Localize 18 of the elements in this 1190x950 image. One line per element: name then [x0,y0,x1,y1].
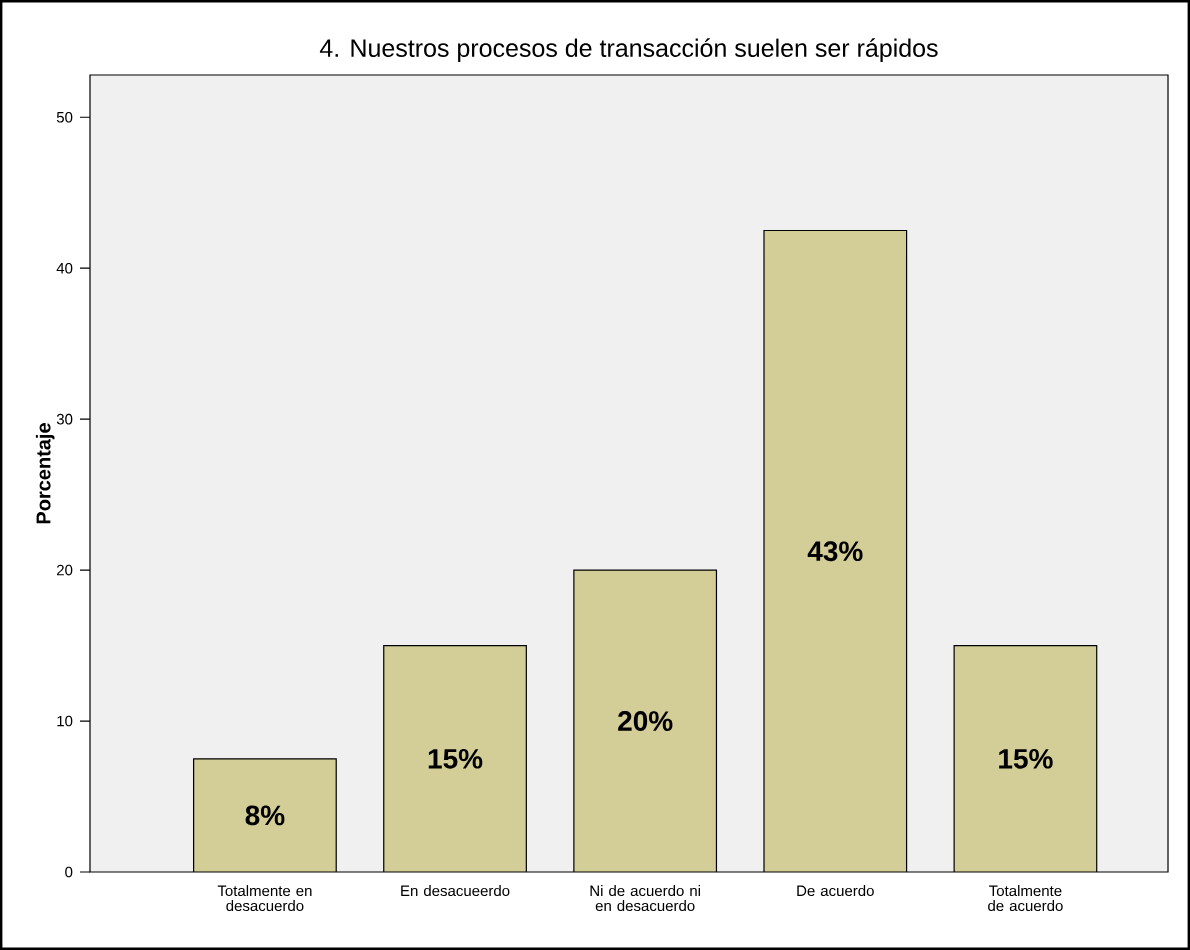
data-label: 8% [245,805,285,826]
x-tick-label: Ni de acuerdo ni en desacuerdo [590,885,700,912]
data-label: 20% [618,711,673,731]
data-label: 15% [428,748,483,769]
y-tick-label: 20 [57,564,73,576]
y-tick-label: 30 [56,413,73,425]
x-tick-label: De acuerdo [797,885,874,897]
x-tick-label: Totalmente en desacuerdo [217,885,312,912]
y-tick-label: 50 [56,111,73,123]
x-tick-label: En desacueerdo [401,885,510,897]
chart-title: 4. Nuestros procesos de transacción suelen ser rápidos [319,38,938,62]
y-axis-title: Porcentaje [35,423,55,524]
y-tick-label: 40 [56,262,73,274]
x-tick-label: Totalmente de acuerdo [988,885,1063,912]
data-label: 43% [807,541,863,562]
y-tick-label: 10 [57,715,73,727]
data-label: 15% [999,748,1053,769]
y-tick-label: 0 [65,866,73,878]
